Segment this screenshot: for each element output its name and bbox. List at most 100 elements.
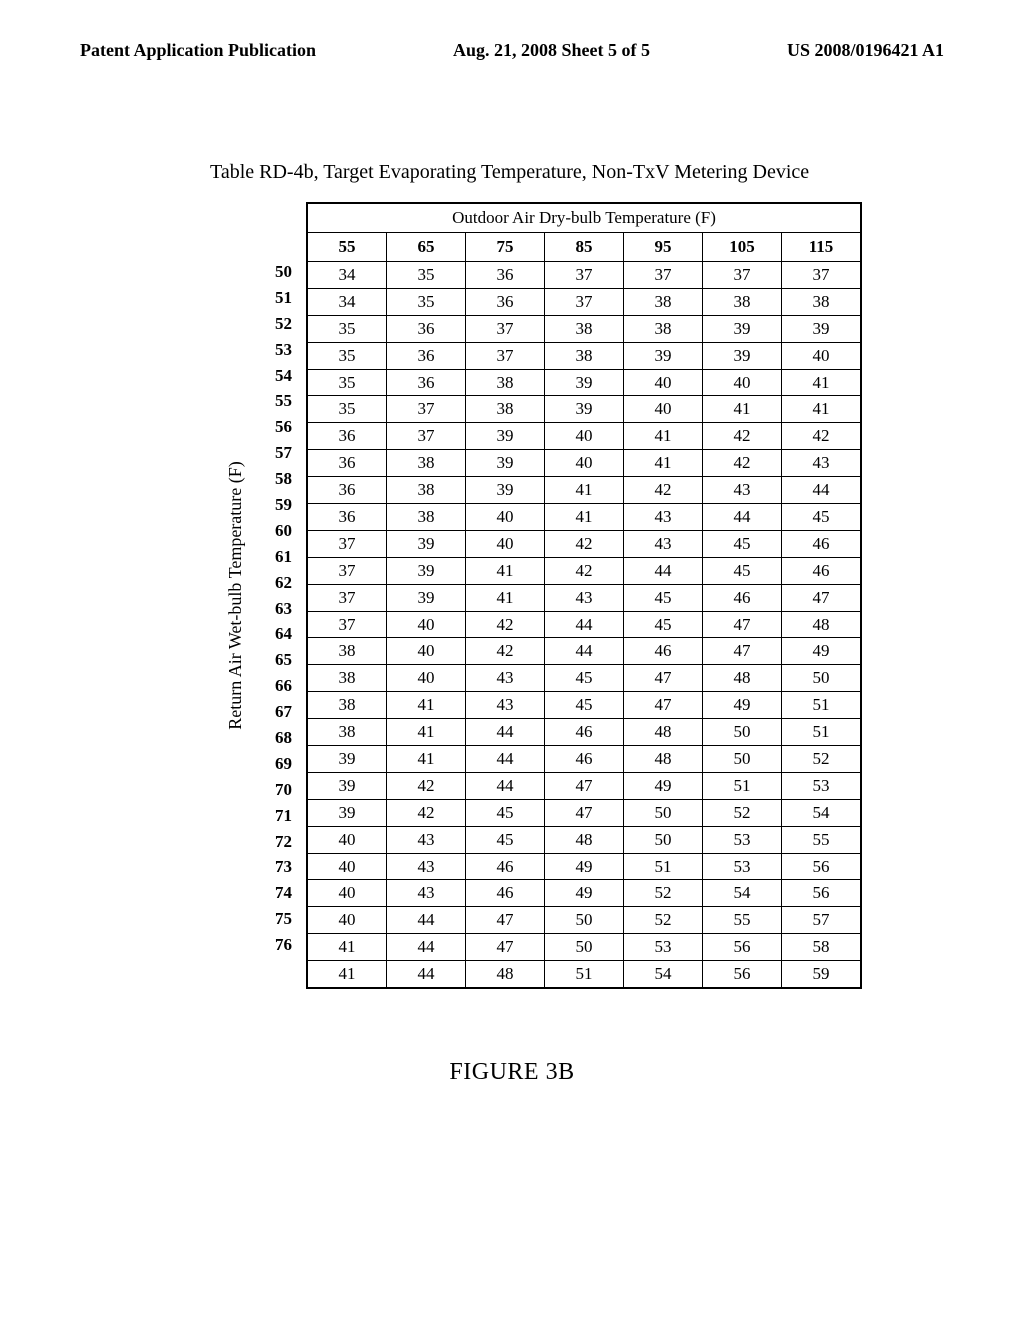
table-cell: 41 [387,719,466,746]
col-header: 65 [387,233,466,262]
table-cell: 49 [545,853,624,880]
table-cell: 38 [387,477,466,504]
table-cell: 36 [387,315,466,342]
table-cell: 40 [466,504,545,531]
table-row: 37404244454748 [307,611,861,638]
table-cell: 39 [307,746,387,773]
table-cell: 47 [624,692,703,719]
table-cell: 56 [703,961,782,988]
table-cell: 43 [624,530,703,557]
row-header: 51 [250,285,306,311]
table-cell: 35 [307,369,387,396]
table-cell: 39 [307,799,387,826]
table-cell: 49 [782,638,862,665]
row-header: 61 [250,544,306,570]
table-wrapper: Return Air Wet-bulb Temperature (F) 5051… [220,202,944,989]
table-cell: 58 [782,934,862,961]
table-cell: 48 [624,746,703,773]
table-cell: 41 [545,477,624,504]
row-header: 75 [250,906,306,932]
table-cell: 41 [387,746,466,773]
table-cell: 34 [307,262,387,289]
table-cell: 42 [387,772,466,799]
table-cell: 41 [624,423,703,450]
table-cell: 38 [545,315,624,342]
table-cell: 36 [307,477,387,504]
table-cell: 42 [703,450,782,477]
row-header: 63 [250,596,306,622]
table-cell: 41 [782,369,862,396]
table-cell: 40 [387,638,466,665]
row-header: 66 [250,673,306,699]
table-cell: 51 [703,772,782,799]
table-cell: 40 [387,665,466,692]
table-cell: 42 [466,611,545,638]
content-area: Table RD-4b, Target Evaporating Temperat… [0,61,1024,1086]
table-row: 38414446485051 [307,719,861,746]
table-cell: 40 [387,611,466,638]
table-cell: 43 [387,880,466,907]
table-cell: 40 [545,423,624,450]
table-cell: 50 [624,826,703,853]
table-row: 35363839404041 [307,369,861,396]
table-cell: 45 [466,826,545,853]
table-cell: 37 [624,262,703,289]
row-header: 50 [250,259,306,285]
table-cell: 38 [466,396,545,423]
page-header: Patent Application Publication Aug. 21, … [0,0,1024,61]
col-header: 85 [545,233,624,262]
table-row: 37394142444546 [307,557,861,584]
table-cell: 51 [624,853,703,880]
table-cell: 39 [466,450,545,477]
table-cell: 37 [545,262,624,289]
table-cell: 56 [782,880,862,907]
table-cell: 35 [387,288,466,315]
table-row: 38404244464749 [307,638,861,665]
table-cell: 48 [624,719,703,746]
table-cell: 48 [545,826,624,853]
table-cell: 46 [624,638,703,665]
table-body: 3435363737373734353637383838353637383839… [307,262,861,989]
row-header: 53 [250,337,306,363]
table-row: 36383941424344 [307,477,861,504]
table-cell: 40 [782,342,862,369]
table-cell: 41 [307,961,387,988]
table-cell: 50 [545,907,624,934]
table-row: 38414345474951 [307,692,861,719]
col-header: 55 [307,233,387,262]
table-cell: 38 [387,504,466,531]
table-cell: 36 [307,450,387,477]
table-cell: 44 [703,504,782,531]
table-cell: 56 [782,853,862,880]
table-row: 40434649515356 [307,853,861,880]
row-header: 59 [250,492,306,518]
table-cell: 49 [624,772,703,799]
table-cell: 44 [387,907,466,934]
table-cell: 46 [545,719,624,746]
table-cell: 47 [466,934,545,961]
table-cell: 38 [307,692,387,719]
table-cell: 36 [387,369,466,396]
table-cell: 45 [624,611,703,638]
table-cell: 40 [307,853,387,880]
table-cell: 39 [545,369,624,396]
col-header: 115 [782,233,862,262]
table-cell: 40 [624,396,703,423]
table-row: 35373839404141 [307,396,861,423]
table-cell: 50 [703,719,782,746]
table-cell: 46 [782,557,862,584]
table-cell: 40 [624,369,703,396]
table-cell: 54 [624,961,703,988]
table-cell: 55 [703,907,782,934]
table-row: 34353637383838 [307,288,861,315]
table-cell: 38 [307,665,387,692]
table-cell: 52 [624,880,703,907]
table-cell: 44 [466,719,545,746]
table-cell: 41 [307,934,387,961]
table-cell: 45 [782,504,862,531]
table-cell: 59 [782,961,862,988]
table-row: 40434548505355 [307,826,861,853]
row-header: 67 [250,699,306,725]
table-cell: 45 [703,530,782,557]
table-cell: 39 [466,423,545,450]
